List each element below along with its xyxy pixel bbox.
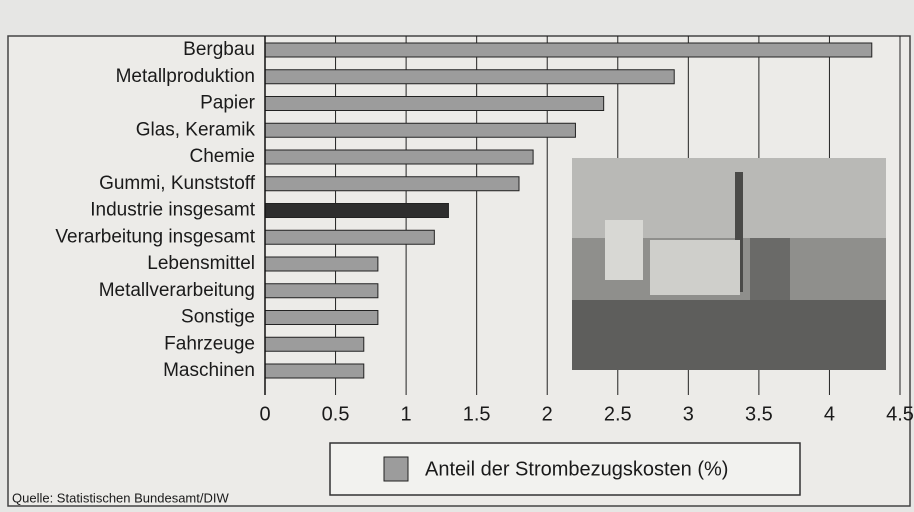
x-tick-label: 0.5 <box>322 403 350 425</box>
y-tick-label: Glas, Keramik <box>136 119 256 140</box>
y-tick-label: Industrie insgesamt <box>90 200 255 221</box>
x-tick-label: 1 <box>401 403 412 425</box>
chart: Quelle: Statistischen Bundesamt/DIW 0 0.5… <box>0 0 914 512</box>
source-note: Quelle: Statistischen Bundesamt/DIW <box>12 490 229 505</box>
x-tick-label: 3.5 <box>745 403 773 425</box>
y-tick-label: Verarbeitung insgesamt <box>55 226 255 247</box>
bar <box>265 43 872 57</box>
x-tick-label: 4 <box>824 403 835 425</box>
x-tick-label: 3 <box>683 403 694 425</box>
x-tick-label: 2 <box>542 403 553 425</box>
bar <box>265 311 378 325</box>
bar <box>265 97 604 111</box>
y-tick-label: Chemie <box>190 146 255 167</box>
y-tick-label: Fahrzeuge <box>164 333 255 354</box>
y-tick-label: Sonstige <box>181 307 255 328</box>
y-tick-label: Bergbau <box>183 39 255 60</box>
y-tick-label: Metallverarbeitung <box>99 280 255 301</box>
y-tick-label: Lebensmittel <box>147 253 255 274</box>
page: {"chart_data": {"type": "hbar", "source"… <box>0 0 914 512</box>
bar <box>265 337 364 351</box>
bar <box>265 70 674 84</box>
bar <box>265 257 378 271</box>
bar <box>265 150 533 164</box>
y-tick-label: Maschinen <box>163 360 255 381</box>
bar <box>265 177 519 191</box>
photo-ground <box>572 300 886 370</box>
x-tick-label: 4.5 <box>886 403 914 425</box>
bar <box>265 230 434 244</box>
y-tick-label: Papier <box>200 93 256 114</box>
y-tick-label: Metallproduktion <box>116 66 255 87</box>
bar <box>265 123 575 137</box>
legend-swatch <box>384 457 408 481</box>
legend-label: Anteil der Strombezugskosten (%) <box>425 458 728 480</box>
x-tick-label: 1.5 <box>463 403 491 425</box>
bar <box>265 364 364 378</box>
x-tick-label: 2.5 <box>604 403 632 425</box>
bar <box>265 284 378 298</box>
y-tick-label: Gummi, Kunststoff <box>99 173 256 194</box>
bar <box>265 204 448 218</box>
photo <box>572 158 886 370</box>
x-tick-label: 0 <box>259 403 270 425</box>
photo-building <box>650 240 740 295</box>
photo-building <box>605 220 643 280</box>
photo-building <box>750 238 790 300</box>
